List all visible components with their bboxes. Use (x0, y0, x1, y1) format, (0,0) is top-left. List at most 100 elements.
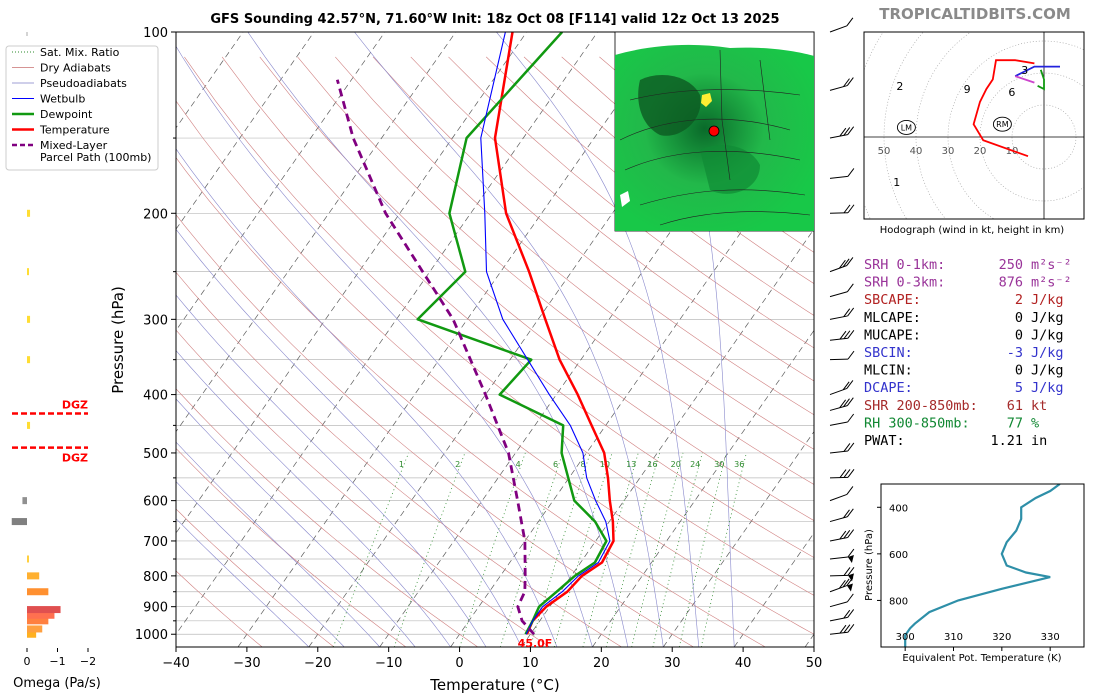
inset-map (614, 31, 815, 232)
brand-watermark: TROPICALTIDBITS.COM (879, 5, 1071, 23)
wind-barb-feather (838, 580, 846, 589)
dry-adiabat (448, 56, 814, 349)
omega-bar (27, 421, 31, 429)
theta-x-tick-label: 320 (992, 632, 1011, 643)
mixing-ratio-label: 20 (671, 460, 681, 469)
legend-label: Parcel Path (100mb) (40, 151, 151, 164)
hodograph: 50 40 30 20 10 1 2 36 9 LM RM (864, 32, 1084, 219)
wind-barbs (829, 17, 855, 635)
mixing-ratio-label: 8 (580, 460, 585, 469)
dry-adiabat (184, 56, 814, 596)
mixing-ratio-label: 1 (399, 460, 404, 469)
hodograph-ring-label: 30 (942, 146, 955, 157)
index-unit: J/kg (1031, 327, 1064, 343)
dry-adiabat (485, 56, 814, 316)
wind-barb-shaft (829, 493, 848, 502)
dry-adiabat (335, 56, 814, 450)
wind-barb-shaft (829, 616, 848, 622)
pseudoadiabat (176, 398, 416, 647)
dry-adiabat (176, 271, 622, 647)
wind-barb-feather (847, 168, 855, 177)
omega-bar (27, 315, 31, 323)
pseudoadiabat (176, 350, 451, 647)
mixing-ratio-line (678, 452, 727, 647)
mixing-ratio-label: 24 (690, 460, 700, 469)
wind-barb-feather (846, 380, 854, 389)
wind-barb-feather (843, 567, 851, 576)
wind-barb-feather (843, 624, 851, 634)
x-tick-label: −30 (233, 656, 260, 671)
wind-barb-shaft (829, 358, 849, 361)
storm-motion-label: RM (996, 120, 1009, 129)
wind-barb-feather (842, 381, 850, 391)
wind-barb-feather (846, 577, 854, 586)
index-value: 876 (999, 275, 1023, 291)
omega-bar (27, 572, 40, 580)
surface-temp-label: 45.0F (518, 637, 553, 650)
wind-barb-feather (839, 399, 847, 409)
pseudoadiabat (176, 518, 310, 647)
index-unit: % (1031, 415, 1039, 431)
dry-adiabat (176, 100, 814, 635)
wind-barb-shaft (829, 537, 848, 542)
wind-barb-shaft (829, 585, 848, 593)
wind-barb-feather (846, 397, 854, 406)
pseudoadiabat (176, 45, 593, 647)
wind-barb-shaft (829, 574, 849, 577)
legend-label: Temperature (39, 124, 110, 137)
index-unit: J/kg (1031, 380, 1064, 396)
wind-barb-shaft (829, 387, 848, 396)
legend-label: Wetbulb (40, 93, 85, 106)
omega-bar (27, 617, 49, 625)
theta-e-plot (904, 484, 1061, 647)
y-tick-label: 700 (143, 535, 168, 550)
wind-barb-feather (846, 283, 854, 293)
wind-barb-flag (847, 573, 854, 582)
series-temperature (493, 32, 615, 635)
wind-barb-feather (847, 469, 855, 478)
mixing-ratio-line (652, 452, 703, 647)
y-tick-label: 200 (143, 207, 168, 222)
y-tick-label: 1000 (135, 628, 168, 643)
wind-barb-feather (843, 78, 850, 87)
index-label: MLCAPE: (864, 310, 921, 326)
wind-barb-feather (846, 486, 854, 495)
index-label: SRH 0-3km: (864, 275, 945, 291)
hodograph-height-label: 6 (1008, 86, 1015, 99)
wind-barb-shaft (829, 337, 848, 341)
wind-barb-feather (843, 308, 851, 317)
wind-barb-shaft (829, 405, 848, 411)
index-value: 0 (1015, 310, 1023, 326)
theta-e-frame (880, 483, 1085, 648)
legend-label: Dry Adiabats (40, 62, 111, 75)
index-unit: in (1031, 433, 1047, 449)
hodograph-frame (863, 31, 1085, 220)
wind-barb-shaft (829, 25, 848, 33)
wind-barb-feather (847, 567, 855, 576)
pseudoadiabat (354, 32, 664, 647)
isotherm (733, 532, 814, 647)
wind-barb-feather (843, 609, 851, 619)
wind-barb-feather (846, 17, 854, 27)
pseudoadiabat (176, 294, 487, 647)
index-value: -3 (1007, 345, 1023, 361)
omega-tick-label: −2 (80, 655, 96, 668)
hodograph-trace (972, 59, 1035, 158)
x-tick-label: −40 (162, 656, 189, 671)
wind-barb-feather (847, 623, 855, 633)
wind-barb-feather (846, 508, 854, 518)
storm-motion-marker (992, 116, 1012, 132)
omega-bar (27, 630, 37, 638)
hodograph-caption: Hodograph (wind in kt, height in km) (880, 225, 1065, 236)
wind-barb-feather (838, 259, 846, 269)
series-wetbulb (480, 32, 611, 635)
hodograph-height-label: 9 (964, 83, 971, 96)
mixing-ratio-label: 2 (455, 460, 460, 469)
isotherm (663, 431, 814, 647)
isotherm (379, 32, 811, 647)
wind-barb-flag (846, 583, 853, 592)
dry-adiabat (176, 447, 407, 647)
dry-adiabat (372, 56, 814, 416)
